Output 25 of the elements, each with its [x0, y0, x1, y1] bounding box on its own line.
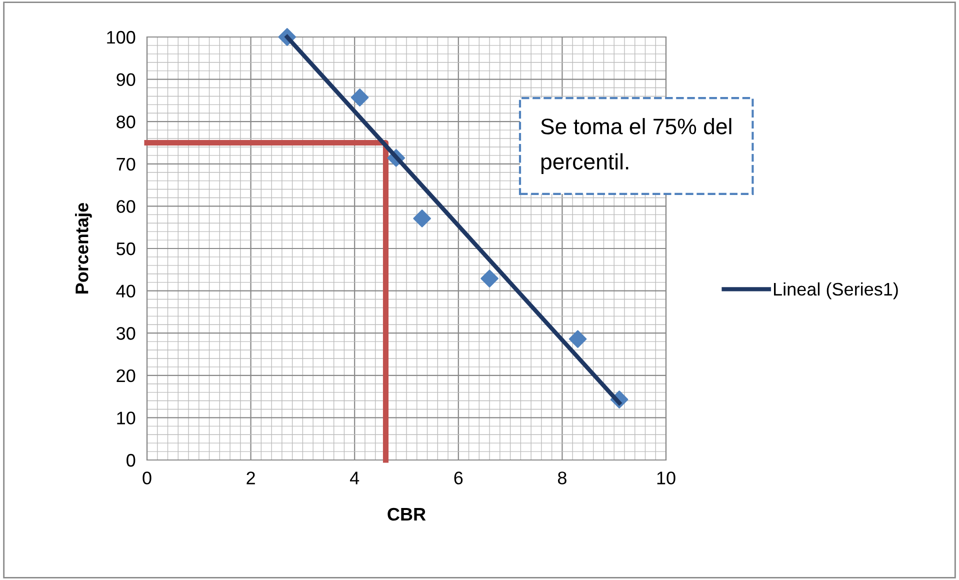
point	[568, 330, 587, 348]
x-tick-label: 10	[657, 472, 676, 484]
x-axis-title: CBR	[388, 508, 426, 521]
y-tick-label: 30	[116, 327, 136, 340]
y-tick-label: 90	[116, 73, 136, 86]
y-tick-label: 50	[116, 242, 136, 256]
y-tick-label: 80	[116, 116, 136, 128]
x-tick-label: 2	[246, 472, 255, 484]
x-tick-label: 8	[558, 472, 566, 484]
y-tick-label: 0	[126, 454, 136, 467]
y-tick-label: 10	[117, 412, 136, 424]
x-tick-label: 4	[350, 472, 360, 484]
point	[350, 88, 369, 106]
y-axis-title: Porcentaje	[75, 202, 92, 294]
y-tick-label: 70	[116, 158, 136, 171]
point	[480, 270, 498, 288]
x-tick-label: 6	[454, 472, 463, 484]
x-tick-label: 0	[142, 472, 152, 484]
y-tick-label: 60	[116, 200, 136, 213]
annotation: Se toma el 75% del percentil.	[541, 118, 732, 174]
y-tick-label: 20	[116, 369, 136, 382]
y-tick-label: 100	[107, 30, 136, 44]
y-tick-label: 40	[116, 284, 136, 298]
point	[413, 210, 431, 228]
legend-label: Lineal (Series1)	[774, 282, 898, 300]
